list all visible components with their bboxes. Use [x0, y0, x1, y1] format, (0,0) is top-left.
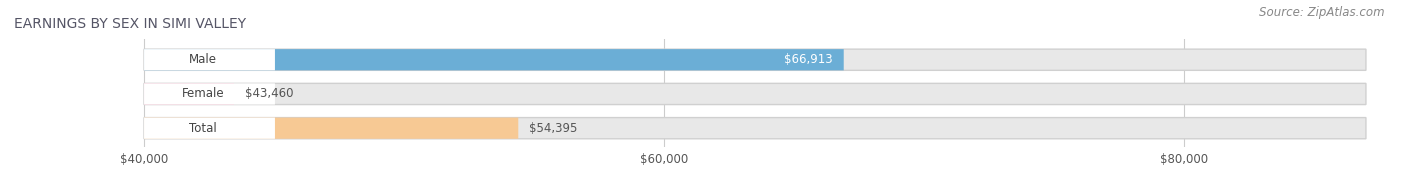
FancyBboxPatch shape: [143, 83, 1367, 104]
FancyBboxPatch shape: [143, 83, 276, 104]
Text: Female: Female: [181, 87, 225, 101]
FancyBboxPatch shape: [143, 118, 1367, 139]
Text: EARNINGS BY SEX IN SIMI VALLEY: EARNINGS BY SEX IN SIMI VALLEY: [14, 17, 246, 31]
FancyBboxPatch shape: [143, 83, 233, 104]
FancyBboxPatch shape: [143, 118, 519, 139]
Text: Source: ZipAtlas.com: Source: ZipAtlas.com: [1260, 6, 1385, 19]
Text: $54,395: $54,395: [529, 122, 578, 135]
FancyBboxPatch shape: [143, 49, 844, 70]
FancyBboxPatch shape: [143, 49, 276, 70]
Text: Total: Total: [188, 122, 217, 135]
Text: $66,913: $66,913: [785, 53, 832, 66]
Text: $43,460: $43,460: [245, 87, 294, 101]
Text: Male: Male: [188, 53, 217, 66]
FancyBboxPatch shape: [143, 49, 1367, 70]
FancyBboxPatch shape: [143, 118, 276, 139]
